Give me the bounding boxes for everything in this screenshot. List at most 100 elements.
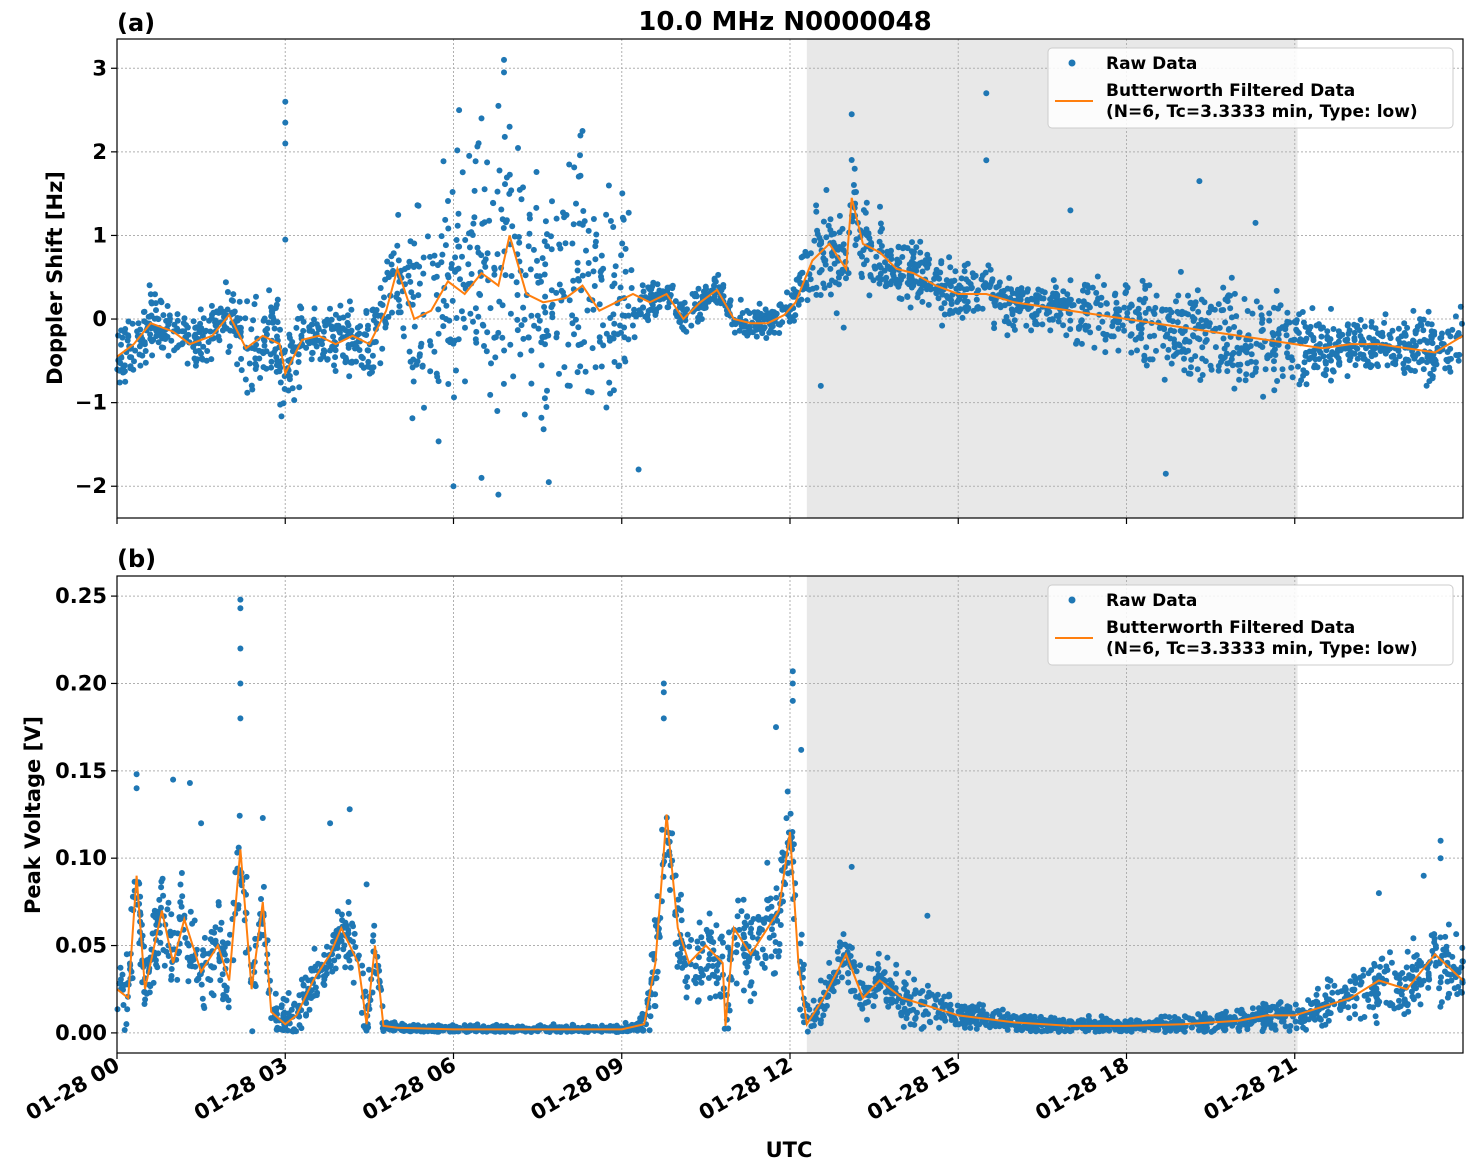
raw-point: [1018, 1016, 1025, 1023]
raw-point: [1396, 980, 1403, 987]
raw-point: [1449, 326, 1456, 333]
raw-point: [277, 401, 284, 408]
raw-point: [535, 325, 542, 332]
raw-point: [1145, 305, 1152, 312]
raw-point: [534, 257, 540, 264]
raw-point: [1322, 372, 1329, 379]
raw-point: [1136, 325, 1142, 332]
raw-point: [1258, 312, 1265, 319]
raw-point: [575, 342, 582, 348]
panel-a-legend: Raw Data Butterworth Filtered Data (N=6,…: [1047, 47, 1454, 129]
raw-point: [360, 970, 366, 977]
raw-point: [230, 310, 237, 317]
raw-point: [291, 1000, 298, 1007]
raw-point: [1364, 991, 1371, 998]
raw-point: [454, 147, 461, 154]
raw-point: [335, 953, 342, 960]
raw-point: [911, 990, 918, 997]
raw-point: [549, 314, 556, 321]
raw-point: [1445, 921, 1452, 928]
raw-point: [300, 982, 307, 989]
raw-point: [790, 293, 796, 300]
raw-point: [1164, 331, 1171, 338]
raw-point: [727, 298, 733, 305]
raw-point: [1190, 318, 1197, 324]
raw-point: [427, 342, 434, 349]
raw-outlier-point: [133, 771, 140, 778]
raw-point: [340, 353, 347, 359]
raw-point: [1249, 310, 1256, 317]
raw-point: [652, 312, 659, 318]
raw-point: [917, 260, 923, 267]
y-tick-label: 0.05: [55, 934, 107, 958]
raw-point: [776, 941, 783, 947]
raw-point: [312, 984, 319, 991]
raw-point: [219, 327, 226, 334]
raw-point: [804, 297, 811, 304]
raw-point: [678, 917, 685, 924]
raw-point: [1032, 1027, 1039, 1034]
raw-point: [1452, 313, 1459, 320]
raw-point: [308, 356, 315, 363]
raw-point: [925, 301, 932, 308]
raw-point: [311, 305, 318, 312]
raw-point: [273, 368, 280, 375]
raw-point: [813, 202, 820, 209]
raw-point: [1328, 305, 1334, 312]
raw-point: [1342, 984, 1349, 991]
raw-point: [1231, 290, 1238, 297]
raw-point: [364, 363, 371, 370]
raw-point: [225, 1004, 232, 1011]
raw-point: [184, 360, 191, 367]
raw-point: [474, 143, 481, 150]
raw-point: [695, 954, 702, 961]
raw-point: [965, 278, 972, 285]
raw-point: [1080, 299, 1087, 306]
raw-point: [1024, 296, 1031, 303]
raw-point: [1208, 306, 1215, 313]
raw-point: [1038, 295, 1045, 302]
raw-point: [1416, 338, 1423, 345]
raw-outlier-point: [1162, 470, 1169, 477]
raw-point: [174, 930, 181, 937]
raw-point: [1195, 321, 1202, 328]
raw-point: [1351, 329, 1358, 336]
raw-outlier-point: [817, 382, 824, 389]
raw-point: [380, 1028, 387, 1034]
raw-point: [1107, 1018, 1114, 1025]
raw-point: [675, 896, 682, 903]
raw-point: [217, 977, 224, 984]
raw-point: [1351, 973, 1358, 980]
raw-point: [541, 304, 548, 310]
raw-point: [943, 277, 950, 284]
raw-point: [1050, 277, 1057, 284]
raw-point: [969, 270, 976, 277]
raw-point: [933, 1014, 940, 1021]
raw-point: [1360, 966, 1367, 973]
raw-point: [717, 993, 724, 1000]
raw-point: [1215, 363, 1222, 369]
raw-point: [273, 1005, 280, 1012]
raw-point: [1159, 307, 1165, 314]
raw-point: [452, 254, 459, 261]
raw-point: [619, 240, 626, 247]
raw-point: [415, 202, 422, 209]
raw-point: [198, 350, 204, 357]
raw-point: [940, 1011, 946, 1018]
raw-point: [528, 380, 535, 387]
raw-point: [467, 310, 474, 317]
raw-point: [1375, 1001, 1381, 1008]
raw-point: [720, 939, 726, 946]
raw-point: [440, 323, 447, 330]
raw-point: [494, 408, 501, 414]
raw-point: [851, 165, 858, 172]
raw-point: [1258, 328, 1265, 334]
raw-point: [912, 1014, 919, 1021]
raw-point: [754, 309, 761, 316]
raw-point: [649, 951, 656, 958]
raw-point: [1185, 292, 1191, 299]
raw-point: [154, 964, 161, 971]
raw-point: [1275, 330, 1282, 336]
raw-point: [845, 970, 851, 976]
